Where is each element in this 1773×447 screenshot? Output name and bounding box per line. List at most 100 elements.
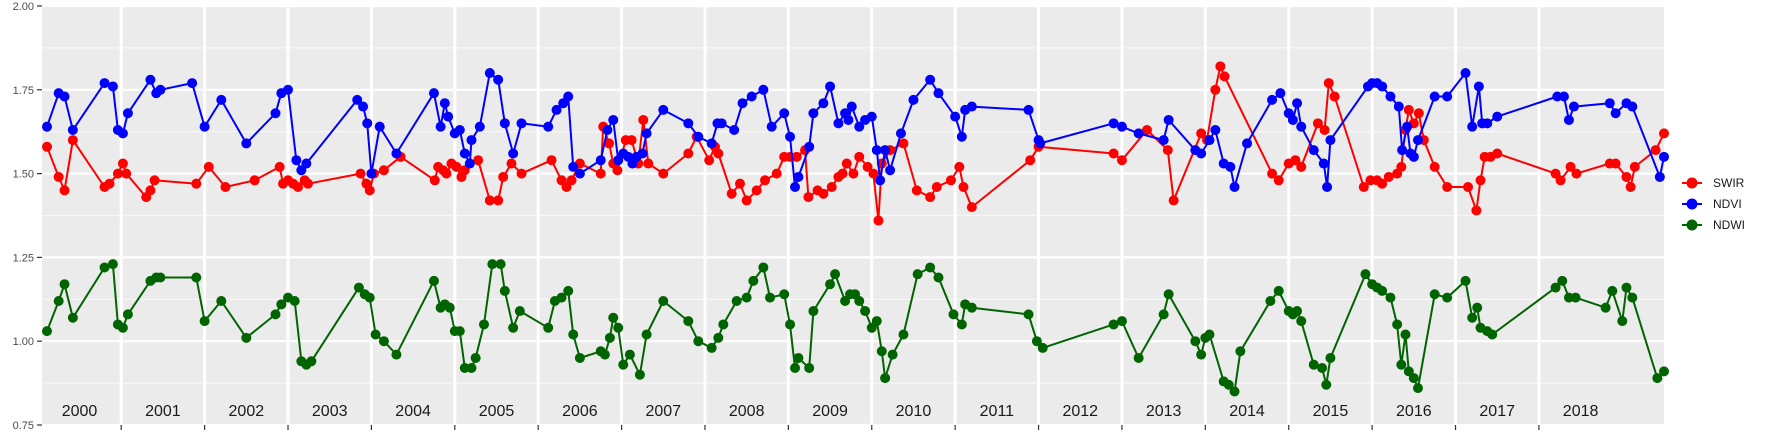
year-label: 2002 bbox=[229, 403, 265, 420]
ndwi-point bbox=[624, 349, 635, 360]
ndwi-point bbox=[1158, 309, 1169, 320]
swir-point bbox=[429, 175, 440, 186]
swir-point bbox=[848, 168, 859, 179]
ndvi-point bbox=[843, 114, 854, 125]
ndwi-point bbox=[706, 342, 717, 353]
swir-point bbox=[1273, 175, 1284, 186]
swir-point bbox=[1555, 175, 1566, 186]
ndvi-point bbox=[59, 91, 70, 102]
swir-point bbox=[826, 182, 837, 193]
ndvi-point bbox=[729, 125, 740, 136]
swir-point bbox=[42, 141, 53, 152]
ndwi-point bbox=[912, 269, 923, 280]
ndwi-point bbox=[641, 329, 652, 340]
series-ndvi bbox=[42, 68, 1669, 193]
year-label: 2000 bbox=[62, 403, 98, 420]
ndvi-point bbox=[1397, 145, 1408, 156]
swir-point bbox=[1108, 148, 1119, 159]
swir-point bbox=[145, 185, 156, 196]
swir-point bbox=[484, 195, 495, 206]
ndwi-point bbox=[1385, 292, 1396, 303]
ndvi-point bbox=[352, 94, 363, 105]
ndwi-point bbox=[599, 349, 610, 360]
ndvi-point bbox=[464, 158, 475, 169]
year-label: 2016 bbox=[1396, 403, 1432, 420]
ndvi-point bbox=[1133, 128, 1144, 139]
y-tick-label: 1.00 bbox=[13, 336, 34, 348]
year-label: 2006 bbox=[562, 403, 598, 420]
ndvi-point bbox=[499, 118, 510, 129]
swir-point bbox=[791, 151, 802, 162]
ndwi-point bbox=[731, 295, 742, 306]
ndwi-point bbox=[693, 336, 704, 347]
ndvi-point bbox=[608, 114, 619, 125]
ndvi-point bbox=[474, 121, 485, 132]
ndvi-point bbox=[1467, 121, 1478, 132]
ndvi-point bbox=[1308, 145, 1319, 156]
ndwi-point bbox=[618, 359, 629, 370]
swir-point bbox=[873, 215, 884, 226]
ndwi-point bbox=[1659, 366, 1669, 377]
year-label: 2008 bbox=[729, 403, 765, 420]
swir-point bbox=[1650, 145, 1661, 156]
swir-point bbox=[1162, 145, 1173, 156]
ndvi-point bbox=[508, 148, 519, 159]
ndwi-point bbox=[790, 363, 801, 374]
swir-point bbox=[683, 148, 694, 159]
ndwi-point bbox=[470, 352, 481, 363]
y-axis: 0.75 1.00 1.25 1.50 1.75 2.00 bbox=[13, 1, 42, 432]
ndvi-point bbox=[871, 145, 882, 156]
ndvi-point bbox=[1267, 94, 1278, 105]
ndvi-point bbox=[1296, 121, 1307, 132]
swir-point bbox=[1296, 161, 1307, 172]
ndvi-point bbox=[366, 168, 377, 179]
ndwi-point bbox=[880, 373, 891, 384]
ndvi-point bbox=[1568, 101, 1579, 112]
swir-point bbox=[546, 155, 557, 166]
ndvi-point bbox=[516, 118, 527, 129]
ndvi-point bbox=[568, 161, 579, 172]
ndwi-point bbox=[543, 322, 554, 333]
swir-point bbox=[1215, 61, 1226, 72]
ndwi-point bbox=[1229, 386, 1240, 397]
swir-point bbox=[1492, 148, 1503, 159]
swir-point bbox=[1621, 171, 1632, 182]
ndvi-point bbox=[1408, 151, 1419, 162]
ndwi-point bbox=[871, 316, 882, 327]
ndwi-point bbox=[804, 363, 815, 374]
swir-point bbox=[726, 188, 737, 199]
ndvi-point bbox=[1204, 135, 1215, 146]
ndvi-point bbox=[1429, 91, 1440, 102]
ndvi-point bbox=[1654, 171, 1665, 182]
plot-panel bbox=[42, 4, 1664, 427]
ndwi-point bbox=[370, 329, 381, 340]
legend-label-swir: SWIR bbox=[1713, 176, 1745, 190]
ndwi-point bbox=[748, 275, 759, 286]
year-label: 2010 bbox=[896, 403, 932, 420]
ndvi-point bbox=[563, 91, 574, 102]
ndwi-point bbox=[364, 292, 375, 303]
swir-point bbox=[966, 202, 977, 213]
ndwi-point bbox=[1467, 312, 1478, 323]
ndwi-point bbox=[613, 322, 624, 333]
ndvi-point bbox=[706, 138, 717, 149]
legend-label-ndvi: NDVI bbox=[1713, 197, 1742, 211]
ndvi-point bbox=[1275, 88, 1286, 99]
ndwi-point bbox=[718, 319, 729, 330]
swir-point bbox=[1471, 205, 1482, 216]
ndwi-point bbox=[948, 309, 959, 320]
swir-point bbox=[604, 138, 615, 149]
ndvi-point bbox=[216, 94, 227, 105]
ndwi-point bbox=[122, 309, 133, 320]
ndvi-point bbox=[1035, 138, 1046, 149]
swir-point bbox=[771, 168, 782, 179]
swir-point bbox=[1358, 182, 1369, 193]
ndvi-point bbox=[793, 171, 804, 182]
ndwi-point bbox=[99, 262, 110, 273]
ndvi-point bbox=[1196, 148, 1207, 159]
ndvi-point bbox=[439, 98, 450, 109]
swir-point bbox=[1267, 168, 1278, 179]
ndvi-point bbox=[1558, 91, 1569, 102]
ndwi-point bbox=[155, 272, 166, 283]
swir-point bbox=[1377, 178, 1388, 189]
